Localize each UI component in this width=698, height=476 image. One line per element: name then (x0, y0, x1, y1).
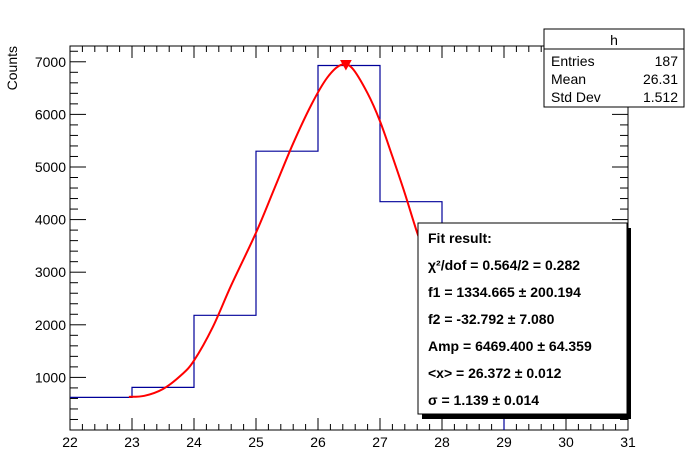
y-tick-label: 5000 (35, 159, 66, 175)
y-tick-label: 2000 (35, 317, 66, 333)
stats-row-value: 26.31 (643, 71, 678, 87)
fit-peak-marker (340, 59, 352, 71)
x-tick-label: 30 (558, 434, 574, 450)
stats-box (543, 28, 685, 108)
stats-row-label: Std Dev (551, 89, 601, 105)
y-tick-label: 6000 (35, 106, 66, 122)
y-tick-label: 4000 (35, 212, 66, 228)
x-tick-label: 31 (620, 434, 636, 450)
fit-result-line: σ = 1.139 ± 0.014 (428, 392, 539, 408)
x-tick-label: 27 (372, 434, 388, 450)
x-tick-label: 28 (434, 434, 450, 450)
fit-result-line: χ²/dof = 0.564/2 = 0.282 (428, 257, 580, 273)
fit-result-line: f2 = -32.792 ± 7.080 (428, 311, 555, 327)
fit-box (417, 222, 628, 415)
x-tick-label: 25 (248, 434, 264, 450)
stats-box-title: h (610, 32, 618, 48)
x-tick-label: 29 (496, 434, 512, 450)
fit-curve (128, 62, 431, 398)
x-tick-label: 24 (186, 434, 202, 450)
stats-row-label: Entries (551, 53, 595, 69)
fit-result-line: <x> = 26.372 ± 0.012 (428, 365, 562, 381)
x-tick-label: 22 (62, 434, 78, 450)
y-tick-label: 7000 (35, 54, 66, 70)
x-tick-label: 23 (124, 434, 140, 450)
y-tick-label: 1000 (35, 369, 66, 385)
x-tick-label: 26 (310, 434, 326, 450)
fit-result-line: Fit result: (428, 230, 492, 246)
stats-row-value: 187 (655, 53, 679, 69)
fit-result-line: Amp = 6469.400 ± 64.359 (428, 338, 592, 354)
y-axis-label: Counts (4, 46, 20, 90)
fit-result-line: f1 = 1334.665 ± 200.194 (428, 284, 581, 300)
stats-row-value: 1.512 (643, 89, 678, 105)
stats-row-label: Mean (551, 71, 586, 87)
y-tick-label: 3000 (35, 264, 66, 280)
